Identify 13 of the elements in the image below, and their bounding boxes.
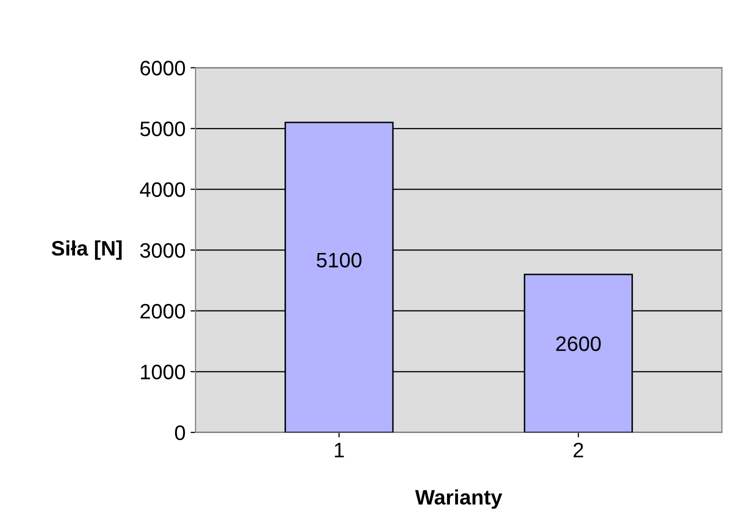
x-tick-label: 1 (334, 442, 344, 458)
data-label: 2600 (556, 336, 601, 352)
y-tick-label: 0 (175, 425, 185, 440)
y-tick-label: 2000 (140, 304, 185, 319)
x-axis-title: Warianty (415, 489, 502, 509)
y-axis-title: Siła [N] (52, 240, 122, 260)
y-tick-label: 3000 (140, 243, 185, 258)
data-label: 5100 (316, 252, 362, 268)
y-tick-label: 6000 (140, 60, 185, 76)
y-tick-label: 5000 (140, 122, 185, 136)
y-tick-label: 4000 (140, 182, 185, 198)
y-tick-label: 1000 (141, 364, 185, 380)
x-tick-label: 2 (574, 442, 584, 458)
